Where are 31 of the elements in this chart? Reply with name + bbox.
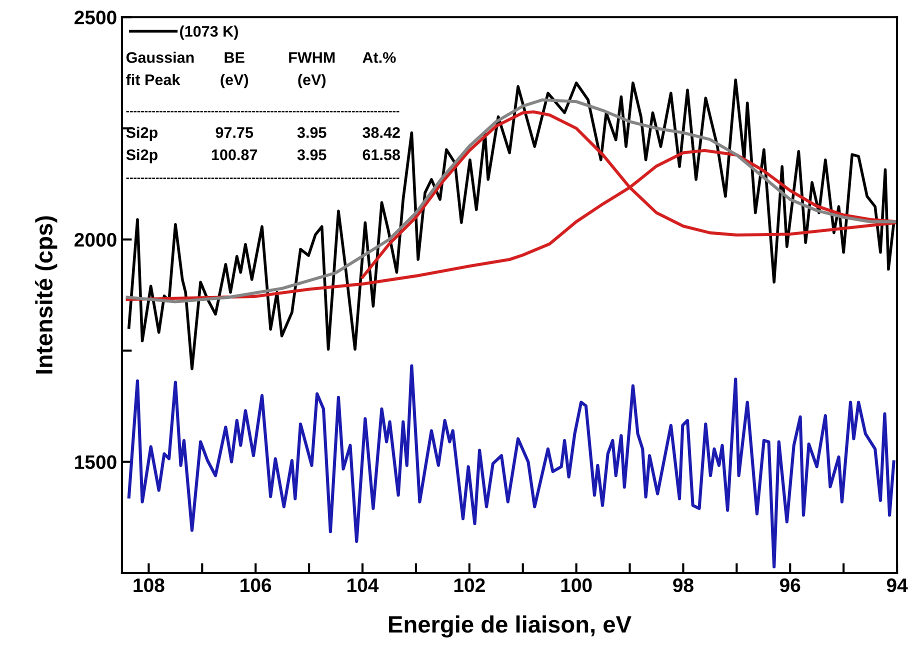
- annotation: 100.87: [212, 149, 258, 160]
- annotation: (eV): [298, 74, 326, 88]
- annotation: FWHM: [289, 52, 335, 63]
- annotation: --------------------------------------------------------------------------: [126, 110, 400, 112]
- annotation: 97.75: [216, 127, 254, 138]
- y-tick-label: 2500: [74, 10, 116, 24]
- x-tick-label: 98: [673, 578, 694, 592]
- annotation: Si2p: [126, 126, 158, 141]
- x-tick-label: 106: [240, 578, 272, 592]
- x-tick-label: 108: [134, 578, 164, 592]
- y-tick-label: 1500: [75, 455, 116, 470]
- annotation: 3.95: [297, 127, 326, 138]
- annotation: fit Peak: [126, 74, 180, 86]
- y-axis-title: Intensité (cps): [34, 216, 58, 374]
- x-tick-label: 94: [886, 578, 908, 592]
- annotation: 38.42: [362, 127, 400, 138]
- annotation: 61.58: [362, 149, 400, 160]
- annotation: BE: [224, 52, 244, 63]
- x-tick-label: 100: [561, 578, 592, 592]
- annotation: Si2p: [126, 148, 158, 164]
- x-tick-label: 104: [348, 578, 379, 592]
- x-tick-label: 102: [454, 578, 485, 592]
- annotation: Gaussian: [126, 52, 194, 63]
- x-tick-label: 96: [780, 578, 800, 592]
- x-axis-title: Energie de liaison, eV: [389, 615, 632, 638]
- annotation: At.%: [362, 52, 396, 63]
- annotation: --------------------------------------------------------------------------: [126, 178, 400, 179]
- legend-label: (1073 K): [180, 26, 238, 40]
- annotation: (eV): [220, 74, 248, 88]
- y-tick-label: 2000: [74, 232, 116, 247]
- annotation: 3.95: [297, 149, 326, 160]
